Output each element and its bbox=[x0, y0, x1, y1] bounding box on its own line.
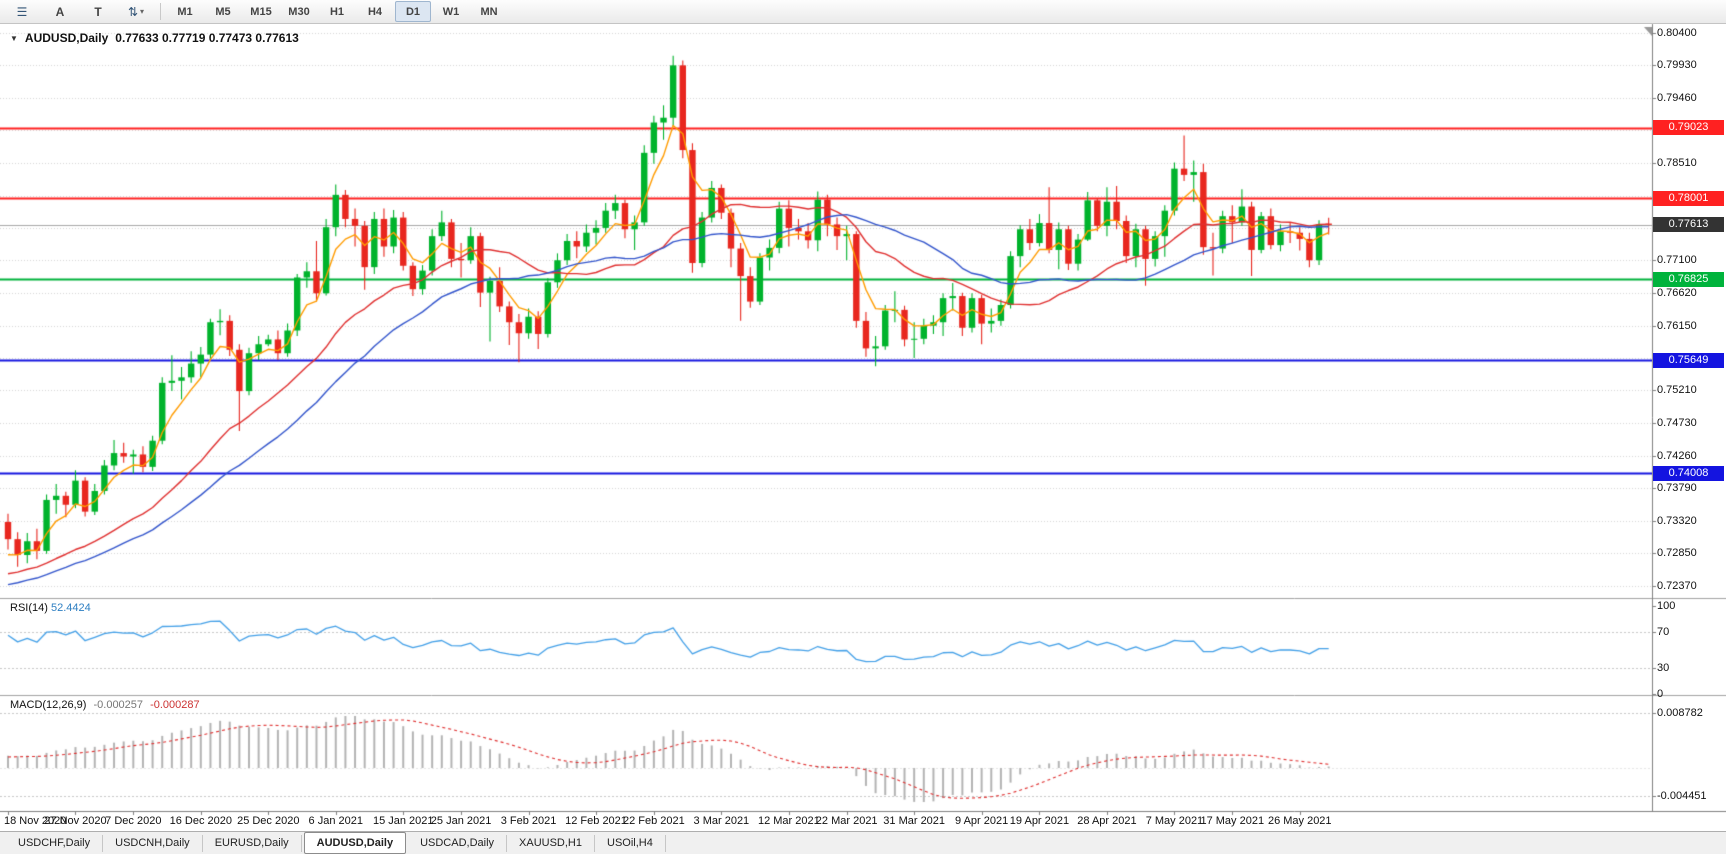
time-axis-label: 16 Dec 2020 bbox=[169, 815, 232, 827]
price-axis-tick: 0.80400 bbox=[1657, 27, 1697, 39]
rsi-axis-tick: 30 bbox=[1657, 662, 1670, 674]
chart-tools-button[interactable]: ☰ bbox=[4, 1, 40, 22]
time-axis-label: 3 Mar 2021 bbox=[693, 815, 750, 827]
chart-tab-usdcnh[interactable]: USDCNH,Daily bbox=[103, 834, 203, 852]
symbol-label: AUDUSD,Daily bbox=[24, 31, 109, 45]
price-axis-tick: 0.72370 bbox=[1657, 580, 1697, 592]
macd-axis-tick-top: 0.008782 bbox=[1657, 707, 1703, 719]
price-level-label-red: 0.78001 bbox=[1653, 191, 1724, 206]
time-axis-label: 25 Dec 2020 bbox=[237, 815, 300, 827]
timeframe-m30-button[interactable]: M30 bbox=[288, 5, 310, 18]
time-axis-label: 6 Jan 2021 bbox=[308, 815, 363, 827]
time-axis-label: 7 May 2021 bbox=[1145, 815, 1204, 827]
price-axis-tick: 0.74730 bbox=[1657, 417, 1697, 429]
macd-signal-value: -0.000287 bbox=[150, 699, 200, 711]
timeframe-m15-button[interactable]: M15 bbox=[250, 5, 272, 18]
price-axis-tick: 0.73790 bbox=[1657, 482, 1697, 494]
time-axis-label: 28 Apr 2021 bbox=[1077, 815, 1137, 827]
macd-axis-tick-bottom: -0.004451 bbox=[1657, 790, 1707, 802]
timeframe-h1-button[interactable]: H1 bbox=[329, 5, 345, 18]
price-level-label-green: 0.76825 bbox=[1653, 272, 1724, 287]
timeframe-d1-button[interactable]: D1 bbox=[395, 1, 431, 22]
macd-main-value: -0.000257 bbox=[93, 699, 144, 711]
time-axis-label: 31 Mar 2021 bbox=[883, 815, 946, 827]
rsi-axis-tick: 70 bbox=[1657, 626, 1670, 638]
time-axis-label: 7 Dec 2020 bbox=[105, 815, 162, 827]
time-axis-label: 27 Nov 2020 bbox=[44, 815, 107, 827]
drawing-tools-group: ☰ A T ⇅ ▾ bbox=[3, 0, 155, 23]
timeframe-m1-button[interactable]: M1 bbox=[177, 5, 193, 18]
dropdown-caret-icon: ▾ bbox=[140, 7, 145, 16]
time-axis-label: 12 Mar 2021 bbox=[757, 815, 820, 827]
time-axis-label: 3 Feb 2021 bbox=[500, 815, 557, 827]
time-axis-label: 9 Apr 2021 bbox=[955, 815, 1009, 827]
text-label-tool-icon: T bbox=[94, 4, 102, 19]
one-click-trading-arrow-icon[interactable]: ▼ bbox=[10, 33, 18, 43]
indicators-icon: ⇅ bbox=[127, 4, 139, 19]
price-level-label-blue: 0.75649 bbox=[1653, 353, 1724, 368]
rsi-axis-tick: 100 bbox=[1657, 600, 1676, 612]
rsi-name: RSI(14) bbox=[10, 602, 48, 614]
time-axis-label: 17 May 2021 bbox=[1200, 815, 1265, 827]
timeframe-h4-button[interactable]: H4 bbox=[367, 5, 383, 18]
ohlc-values: 0.77633 0.77719 0.77473 0.77613 bbox=[115, 31, 299, 45]
timeframe-group: M1 M5 M15 M30 H1 H4 D1 W1 MN bbox=[166, 0, 508, 23]
chart-tab-audusd[interactable]: AUDUSD,Daily bbox=[303, 832, 407, 854]
rsi-axis-tick: 0 bbox=[1657, 688, 1664, 700]
rsi-indicator-label: RSI(14) 52.4424 bbox=[10, 602, 91, 614]
current-price-label: 0.77613 bbox=[1653, 217, 1724, 232]
text-label-tool-button[interactable]: T bbox=[80, 1, 116, 22]
time-axis-label: 12 Feb 2021 bbox=[565, 815, 627, 827]
price-axis-tick: 0.78510 bbox=[1657, 157, 1697, 169]
time-axis-label: 18 Nov 2020 bbox=[4, 815, 67, 827]
chart-tab-usoil[interactable]: USOil,H4 bbox=[595, 834, 666, 852]
price-axis-tick: 0.77100 bbox=[1657, 254, 1697, 266]
price-axis-tick: 0.79460 bbox=[1657, 92, 1697, 104]
price-axis-tick: 0.76620 bbox=[1657, 287, 1697, 299]
toolbar-separator bbox=[160, 3, 161, 20]
chart-tab-eurusd[interactable]: EURUSD,Daily bbox=[203, 834, 302, 852]
chart-title: ▼ AUDUSD,Daily 0.77633 0.77719 0.77473 0… bbox=[10, 31, 299, 45]
time-axis-label: 22 Mar 2021 bbox=[815, 815, 878, 827]
chart-tab-bar: USDCHF,Daily USDCNH,Daily EURUSD,Daily AUDU… bbox=[0, 831, 1726, 854]
price-axis-tick: 0.79930 bbox=[1657, 59, 1697, 71]
top-toolbar: ☰ A T ⇅ ▾ M1 M5 M15 M30 H1 H4 D1 W1 MN bbox=[0, 0, 1726, 24]
text-tool-button[interactable]: A bbox=[42, 1, 78, 22]
chart-tools-icon: ☰ bbox=[16, 4, 28, 19]
time-axis-label: 19 Apr 2021 bbox=[1009, 815, 1070, 827]
chart-tab-xauusd[interactable]: XAUUSD,H1 bbox=[507, 834, 595, 852]
time-axis-label: 26 May 2021 bbox=[1267, 815, 1332, 827]
time-axis-label: 15 Jan 2021 bbox=[372, 815, 434, 827]
price-axis-tick: 0.75210 bbox=[1657, 384, 1697, 396]
macd-name: MACD(12,26,9) bbox=[10, 699, 87, 711]
text-tool-icon: A bbox=[55, 4, 65, 19]
indicators-button[interactable]: ⇅ ▾ bbox=[118, 1, 154, 22]
time-axis-label: 22 Feb 2021 bbox=[622, 815, 685, 827]
rsi-value: 52.4424 bbox=[50, 602, 91, 614]
price-axis-tick: 0.76150 bbox=[1657, 320, 1697, 332]
price-level-label-blue: 0.74008 bbox=[1653, 466, 1724, 481]
time-axis-label: 25 Jan 2021 bbox=[430, 815, 492, 827]
timeframe-w1-button[interactable]: W1 bbox=[442, 5, 460, 18]
price-axis-tick: 0.73320 bbox=[1657, 515, 1697, 527]
macd-indicator-label: MACD(12,26,9) -0.000257 -0.000287 bbox=[10, 699, 200, 711]
price-axis-tick: 0.74260 bbox=[1657, 450, 1697, 462]
timeframe-m5-button[interactable]: M5 bbox=[215, 5, 231, 18]
chart-tab-usdcad[interactable]: USDCAD,Daily bbox=[408, 834, 508, 852]
chart-tab-usdchf[interactable]: USDCHF,Daily bbox=[6, 834, 104, 852]
price-axis-tick: 0.72850 bbox=[1657, 547, 1697, 559]
timeframe-mn-button[interactable]: MN bbox=[480, 5, 498, 18]
price-level-label-red: 0.79023 bbox=[1653, 120, 1724, 135]
